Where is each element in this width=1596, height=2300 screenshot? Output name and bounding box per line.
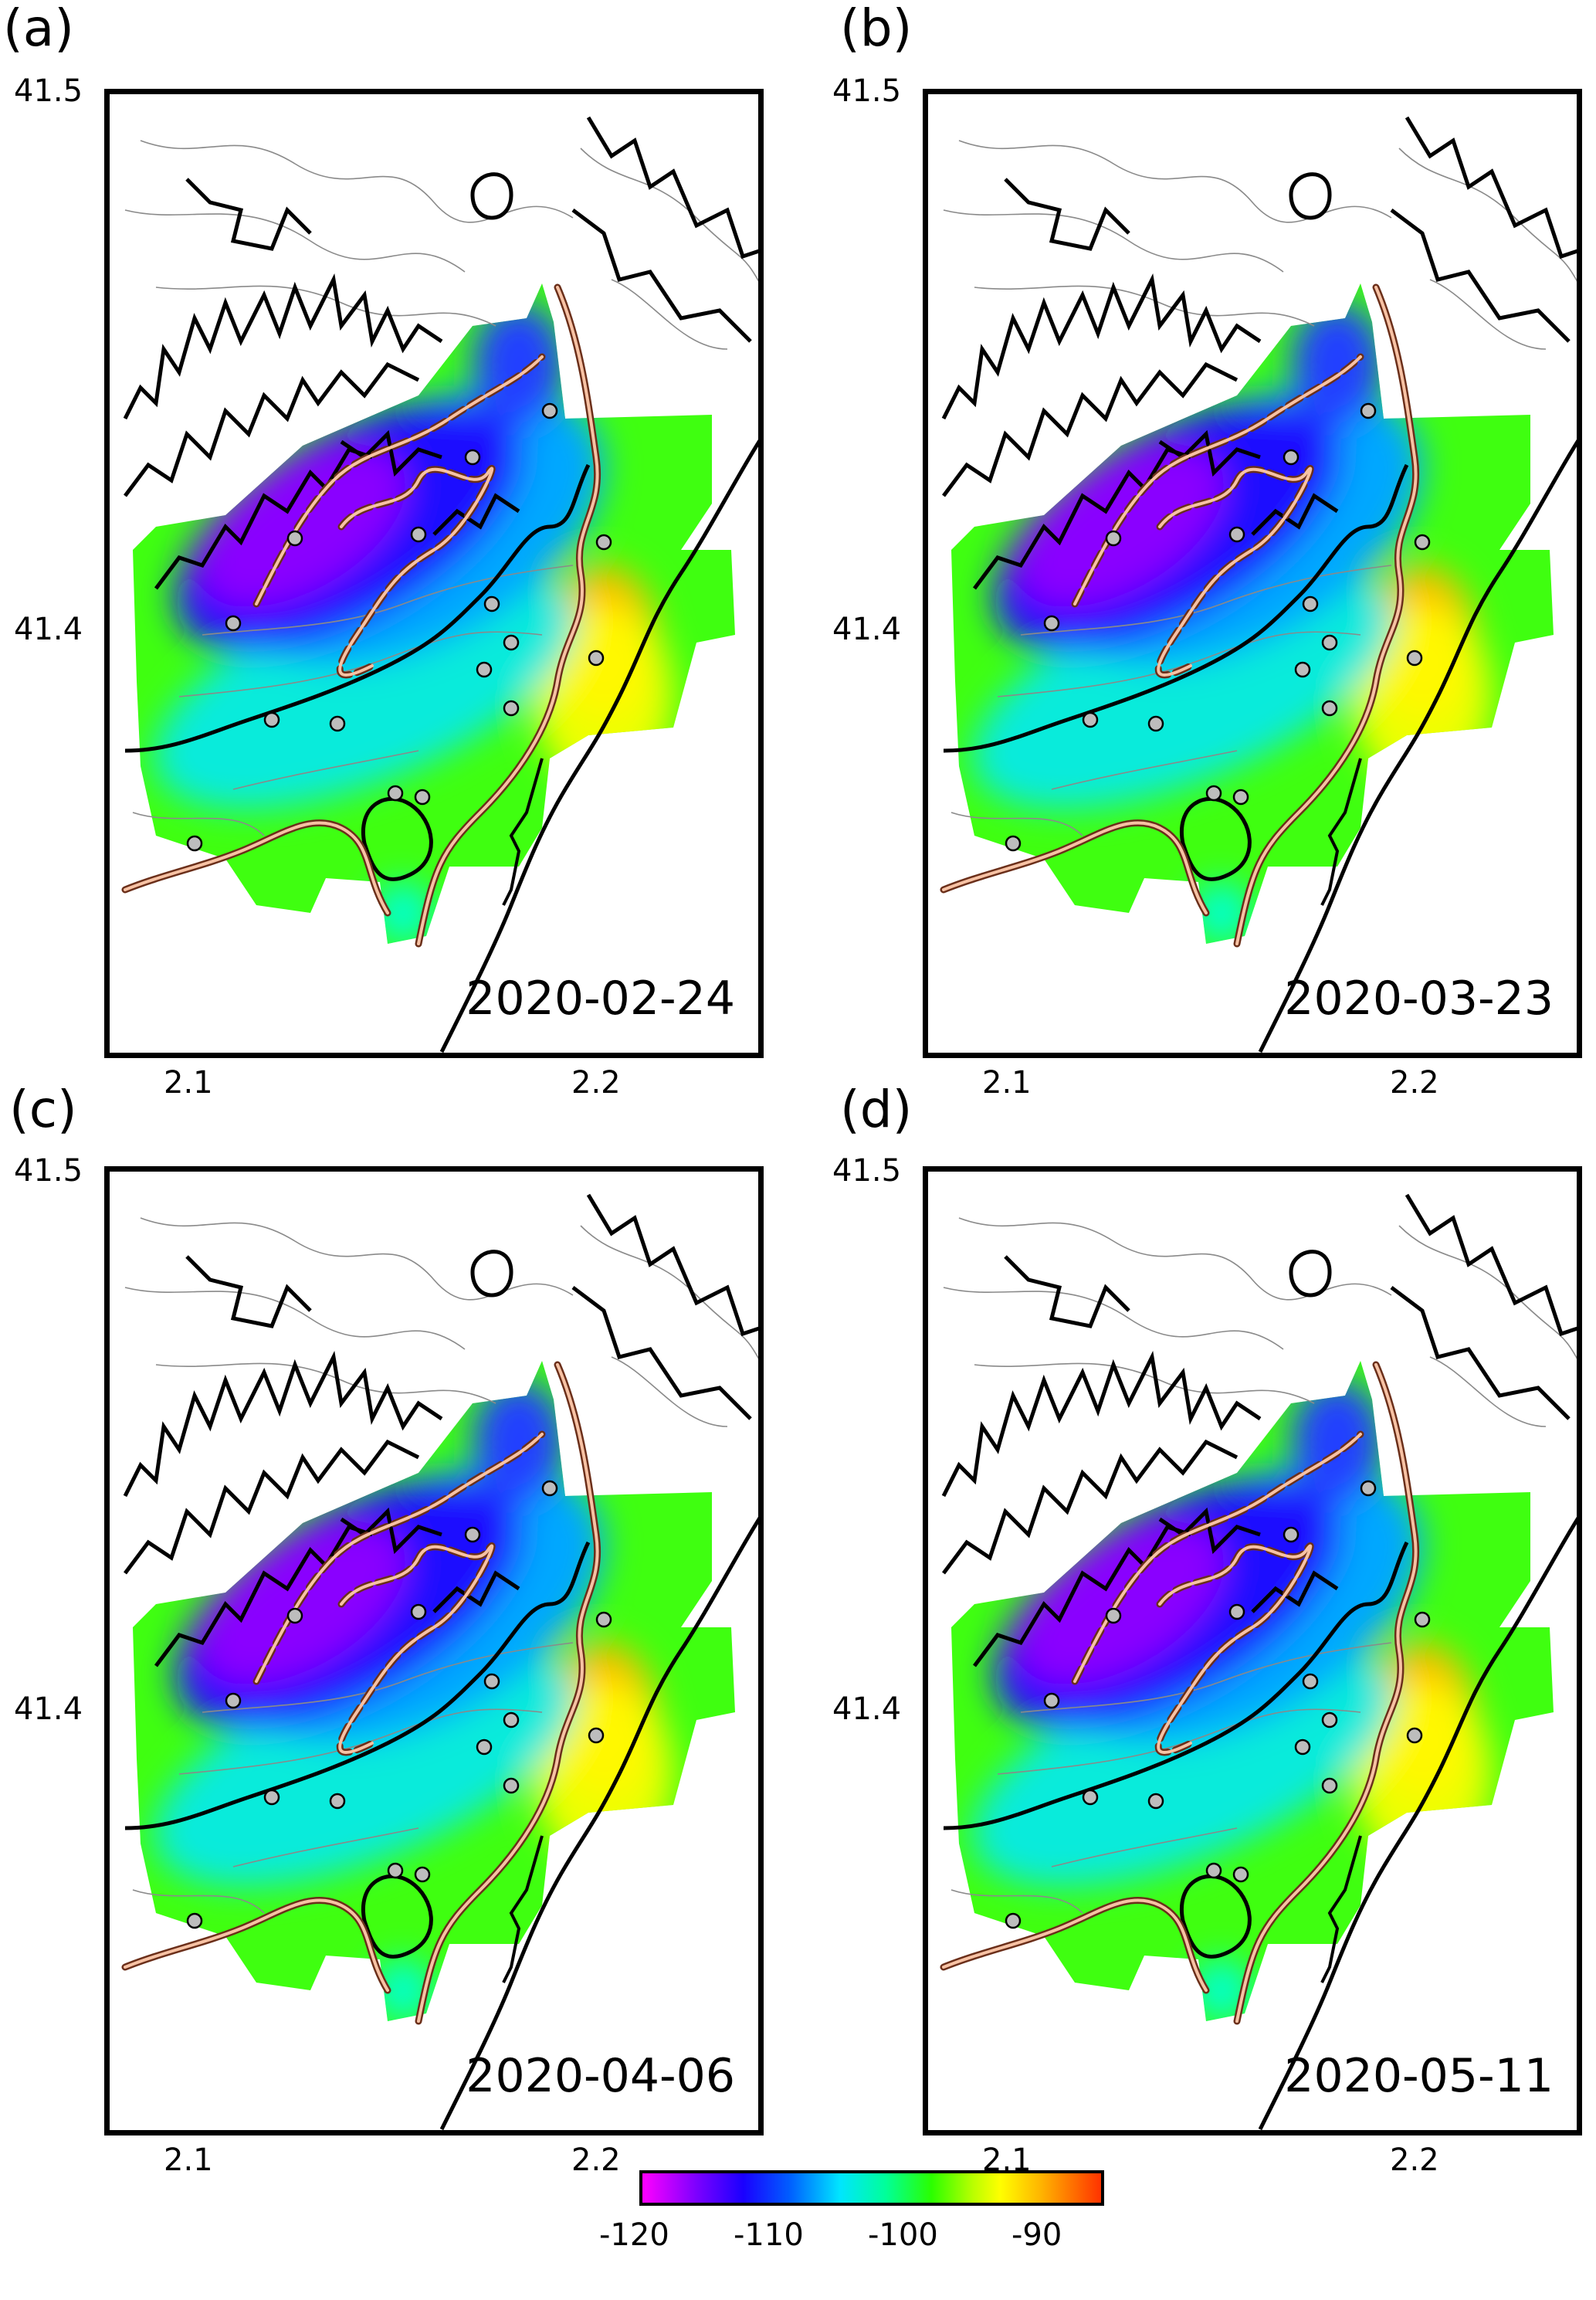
lat-label-41-4-a: 41.4 [14, 612, 83, 647]
map-graphic-a [110, 94, 764, 1058]
lat-label-41-4-c: 41.4 [14, 1691, 83, 1727]
lon-label-2-2-c: 2.2 [571, 2142, 621, 2178]
panel-label-c: (c) [9, 1080, 77, 1139]
lat-label-41-5-a: 41.5 [14, 73, 83, 109]
colorbar-tick-110: -110 [734, 2217, 804, 2253]
date-label-a: 2020-02-24 [466, 972, 735, 1026]
map-panel-b: 2020-03-23 [923, 89, 1582, 1058]
lon-label-2-1-c: 2.1 [164, 2142, 213, 2178]
lon-label-2-2-d: 2.2 [1390, 2142, 1439, 2178]
map-panel-a: 2020-02-24 [104, 89, 764, 1058]
lon-label-2-2-a: 2.2 [571, 1065, 621, 1101]
lon-label-2-2-b: 2.2 [1390, 1065, 1439, 1101]
colorbar-tick-100: -100 [868, 2217, 938, 2253]
date-label-c: 2020-04-06 [466, 2049, 735, 2103]
map-graphic-d [928, 1172, 1582, 2135]
map-graphic-c [110, 1172, 764, 2135]
panel-label-a: (a) [3, 0, 74, 58]
colorbar-tick-90: -90 [1011, 2217, 1062, 2253]
lat-label-41-4-d: 41.4 [832, 1691, 902, 1727]
map-panel-d: 2020-05-11 [923, 1166, 1582, 2135]
map-panel-c: 2020-04-06 [104, 1166, 764, 2135]
panel-label-d: (d) [840, 1080, 913, 1139]
lon-label-2-1-a: 2.1 [164, 1065, 213, 1101]
panel-label-b: (b) [840, 0, 913, 58]
lon-label-2-1-b: 2.1 [982, 1065, 1032, 1101]
lat-label-41-4-b: 41.4 [832, 612, 902, 647]
date-label-b: 2020-03-23 [1284, 972, 1554, 1026]
date-label-d: 2020-05-11 [1284, 2049, 1554, 2103]
colorbar-tick-120: -120 [599, 2217, 669, 2253]
lat-label-41-5-b: 41.5 [832, 73, 902, 109]
lat-label-41-5-d: 41.5 [832, 1153, 902, 1189]
colorbar [639, 2170, 1104, 2206]
map-graphic-b [928, 94, 1582, 1058]
lat-label-41-5-c: 41.5 [14, 1153, 83, 1189]
